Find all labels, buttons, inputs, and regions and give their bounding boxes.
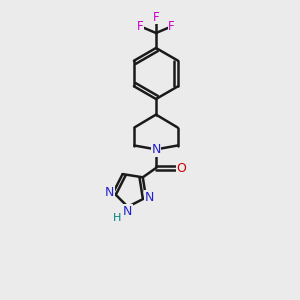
Text: H: H — [113, 213, 122, 223]
Text: O: O — [176, 161, 186, 175]
Text: F: F — [168, 20, 175, 33]
Text: N: N — [123, 205, 133, 218]
Text: F: F — [137, 20, 144, 33]
Text: N: N — [151, 143, 161, 156]
Text: N: N — [105, 186, 114, 199]
Text: N: N — [145, 191, 154, 204]
Text: F: F — [153, 11, 159, 24]
